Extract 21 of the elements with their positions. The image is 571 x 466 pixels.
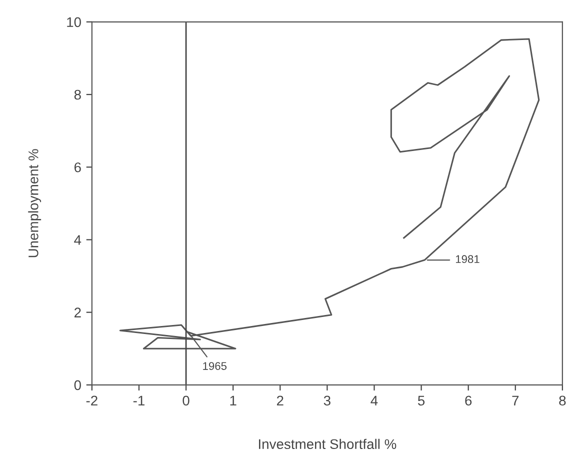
x-tick-label: 0 xyxy=(182,396,190,406)
x-tick-label: 8 xyxy=(559,396,566,406)
x-tick-label: 5 xyxy=(418,396,425,406)
x-tick-label: -2 xyxy=(86,396,98,406)
y-tick-label: 6 xyxy=(74,162,81,172)
y-tick-label: 0 xyxy=(74,380,81,390)
x-tick-label: 6 xyxy=(465,396,472,406)
y-tick-label: 2 xyxy=(74,308,81,318)
x-tick-label: 2 xyxy=(276,396,284,406)
y-tick-label: 10 xyxy=(67,17,81,28)
x-tick-label: 1 xyxy=(230,396,236,406)
y-tick-label: 8 xyxy=(74,90,81,100)
x-axis-title: Investment Shortfall % xyxy=(258,438,396,450)
y-tick-label: 4 xyxy=(74,235,82,245)
x-tick-label: 4 xyxy=(370,396,378,406)
x-tick-label: 3 xyxy=(324,396,330,406)
y-axis-title: Unemployment % xyxy=(28,149,42,258)
annotation: 1965 xyxy=(203,362,227,370)
x-tick-label: -1 xyxy=(133,396,144,406)
annotation: 1981 xyxy=(456,255,480,264)
x-tick-label: 7 xyxy=(512,396,519,406)
